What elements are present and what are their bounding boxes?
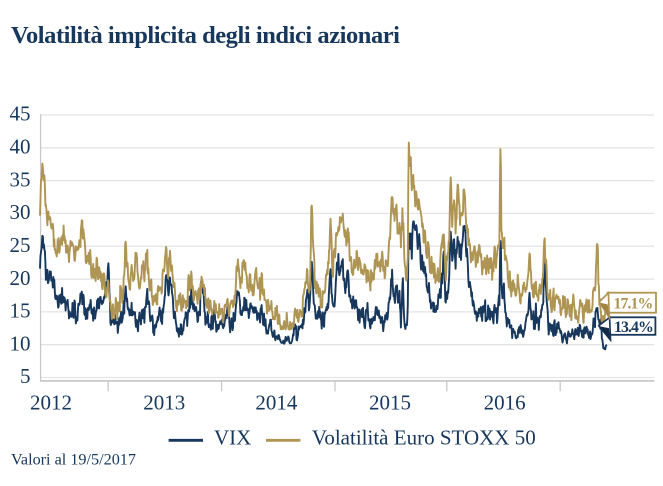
svg-text:Volatilità implicita degli ind: Volatilità implicita degli indici aziona… — [11, 22, 400, 49]
svg-text:2014: 2014 — [255, 391, 298, 415]
svg-text:2016: 2016 — [484, 391, 526, 415]
svg-text:2013: 2013 — [143, 391, 185, 415]
svg-text:25: 25 — [10, 233, 31, 257]
svg-text:30: 30 — [10, 200, 31, 224]
svg-text:35: 35 — [10, 167, 31, 191]
svg-text:15: 15 — [10, 299, 31, 323]
svg-text:13.4%: 13.4% — [614, 319, 653, 336]
svg-text:20: 20 — [10, 266, 31, 290]
svg-text:45: 45 — [10, 102, 31, 126]
svg-text:5: 5 — [20, 364, 31, 388]
svg-text:17.1%: 17.1% — [614, 296, 653, 313]
svg-text:Volatilità Euro STOXX 50: Volatilità Euro STOXX 50 — [312, 425, 536, 449]
svg-text:2015: 2015 — [369, 391, 411, 415]
svg-text:2012: 2012 — [30, 391, 72, 415]
svg-text:Valori al 19/5/2017: Valori al 19/5/2017 — [11, 450, 136, 468]
svg-text:VIX: VIX — [214, 425, 251, 449]
svg-text:40: 40 — [10, 135, 31, 159]
svg-text:10: 10 — [10, 331, 31, 355]
